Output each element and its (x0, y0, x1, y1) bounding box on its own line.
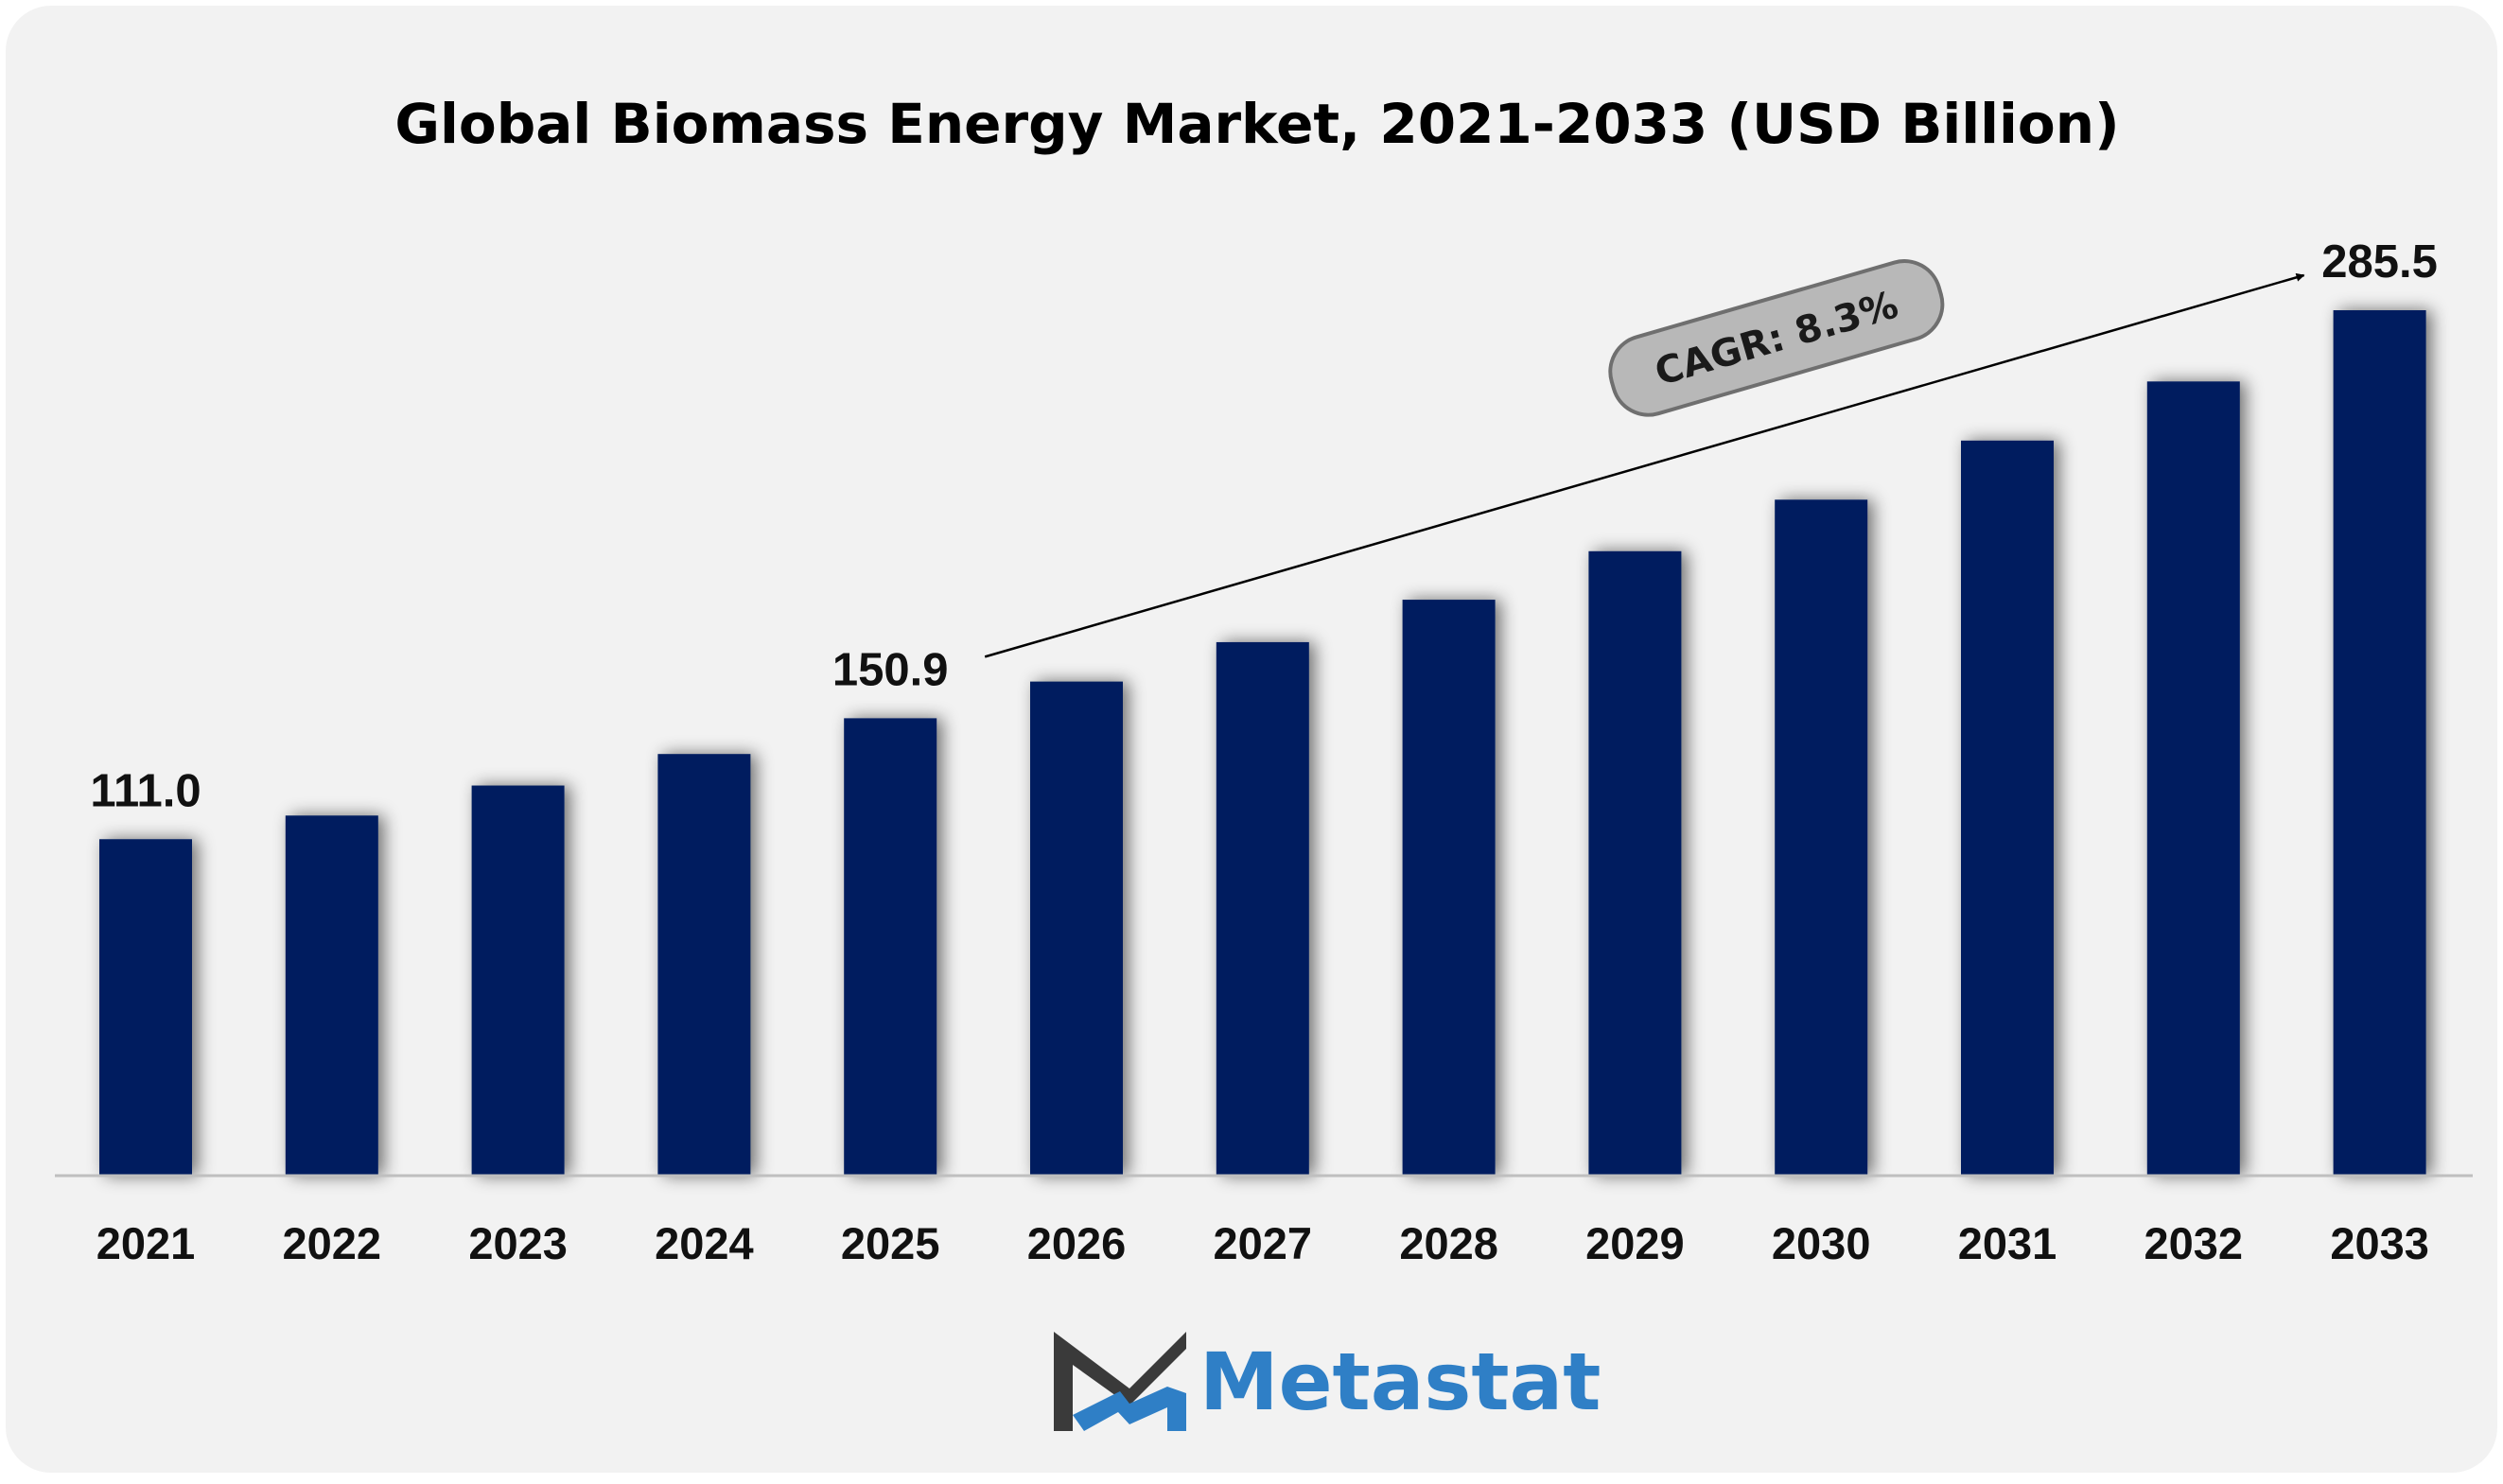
logo-text: Metastat (1199, 1336, 1601, 1428)
bar-2021 (99, 839, 192, 1176)
bar-2028 (1402, 600, 1496, 1176)
x-tick-2023: 2023 (468, 1218, 568, 1268)
data-label-2025: 150.9 (832, 644, 949, 695)
x-tick-2028: 2028 (1399, 1218, 1498, 1268)
bar-2024 (657, 754, 751, 1176)
bar-2023 (471, 785, 565, 1176)
cagr-badge: CAGR: 8.3% (1608, 259, 1945, 417)
x-tick-2032: 2032 (2144, 1218, 2244, 1268)
bar-2027 (1216, 641, 1309, 1176)
x-tick-2027: 2027 (1214, 1218, 1313, 1268)
data-labels: 111.0 150.9 285.5 (90, 236, 2438, 816)
bar-2033 (2333, 310, 2426, 1176)
x-tick-2021: 2021 (96, 1218, 196, 1268)
x-tick-2022: 2022 (283, 1218, 382, 1268)
bar-2022 (285, 815, 378, 1176)
bar-2026 (1030, 681, 1123, 1176)
bar-chart: Global Biomass Energy Market, 2021-2033 … (55, 92, 2473, 1431)
x-tick-2031: 2031 (1958, 1218, 2057, 1268)
x-tick-2033: 2033 (2330, 1218, 2429, 1268)
x-axis-ticks: 2021 2022 2023 2024 2025 2026 2027 2028 2029 2030… (96, 1218, 2429, 1268)
bar-2025 (844, 718, 937, 1176)
x-tick-2024: 2024 (655, 1218, 754, 1268)
metastat-logo: Metastat (1054, 1332, 1601, 1431)
x-tick-2029: 2029 (1585, 1218, 1685, 1268)
bar-2031 (1961, 440, 2054, 1176)
chart-card: Global Biomass Energy Market, 2021-2033 … (6, 6, 2497, 1473)
data-label-2021: 111.0 (90, 765, 201, 816)
x-tick-2030: 2030 (1772, 1218, 1871, 1268)
metastat-m-logo-icon (1054, 1332, 1186, 1431)
cagr-arrow (984, 272, 2305, 658)
bar-2030 (1775, 499, 1868, 1176)
x-tick-2026: 2026 (1027, 1218, 1127, 1268)
x-tick-2025: 2025 (841, 1218, 940, 1268)
data-label-2033: 285.5 (2321, 236, 2438, 288)
chart-title: Global Biomass Energy Market, 2021-2033 … (394, 92, 2119, 156)
bar-2032 (2146, 381, 2240, 1176)
bar-2029 (1588, 550, 1682, 1176)
bars-group (99, 310, 2426, 1176)
